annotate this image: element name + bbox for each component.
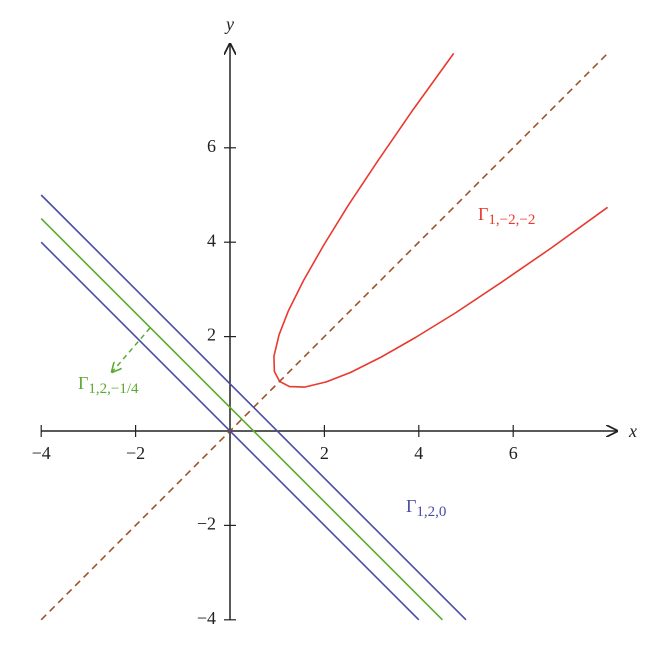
- y-axis-label: y: [224, 14, 234, 34]
- label-main: Γ: [406, 496, 416, 516]
- label-subscript: 1,−2,−2: [488, 212, 535, 228]
- y-tick-label: −2: [197, 514, 216, 534]
- curve: [40, 241, 420, 621]
- curve-label: Γ1,2,−1/4: [78, 373, 139, 397]
- label-main: Γ: [478, 204, 488, 224]
- x-tick-label: 4: [414, 443, 423, 463]
- y-tick-label: −4: [197, 608, 216, 628]
- label-main: Γ: [78, 373, 88, 393]
- y-tick-label: 4: [207, 230, 216, 250]
- x-axis-label: x: [628, 421, 637, 441]
- y-tick-label: 6: [207, 136, 216, 156]
- label-subscript: 1,2,−1/4: [88, 381, 139, 397]
- x-tick-label: 6: [509, 443, 518, 463]
- curve-label: Γ1,2,0: [406, 496, 446, 520]
- curve: [40, 194, 467, 621]
- curve: [40, 218, 443, 621]
- x-tick-label: 2: [320, 443, 329, 463]
- y-tick-label: 2: [207, 325, 216, 345]
- label-subscript: 1,2,0: [416, 504, 446, 520]
- curve: [40, 52, 609, 621]
- x-tick-label: −4: [32, 443, 51, 463]
- annotation-arrow: [112, 327, 151, 372]
- x-tick-label: −2: [126, 443, 145, 463]
- curve-label: Γ1,−2,−2: [478, 204, 535, 228]
